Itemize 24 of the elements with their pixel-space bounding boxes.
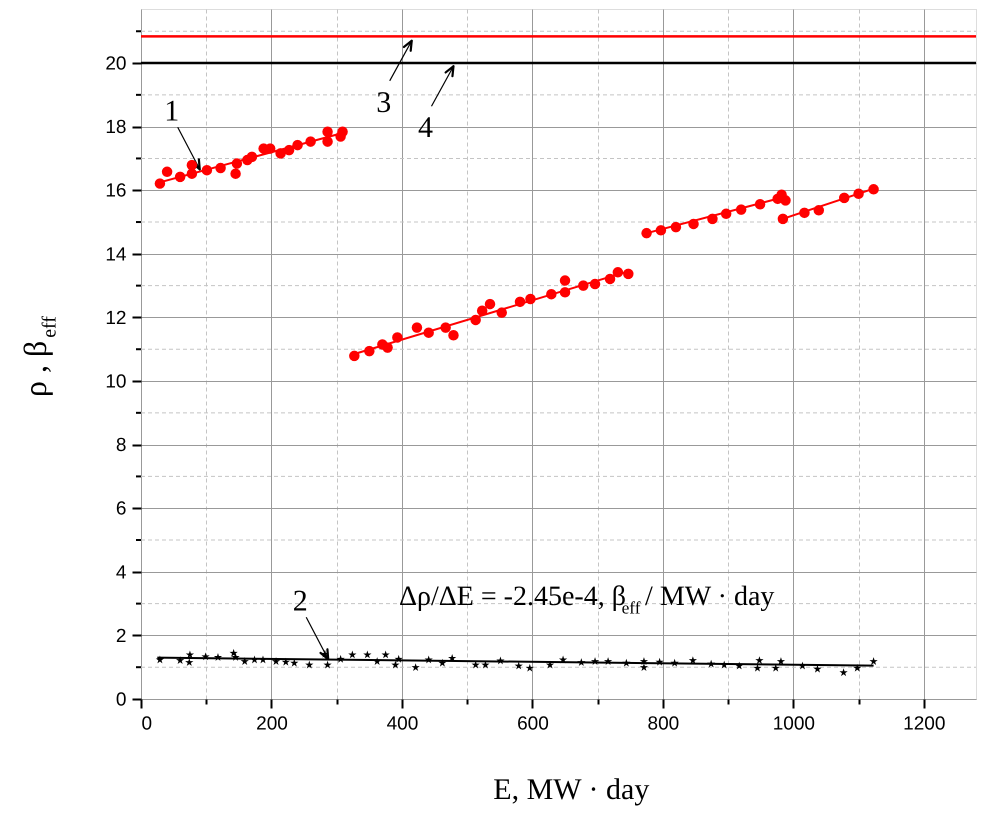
x-tick-label: 200: [256, 714, 288, 734]
y-tick-label: 14: [105, 244, 127, 266]
annotation: 4: [418, 111, 433, 144]
y-tick-label: 0: [116, 690, 126, 710]
y-tick-label: 18: [105, 117, 126, 138]
y-tick-label: 4: [116, 562, 127, 584]
y-tick-label: 12: [105, 308, 126, 329]
x-tick-label: 400: [386, 714, 418, 734]
y-tick-label: 10: [105, 372, 126, 393]
x-tick-label: 600: [517, 714, 549, 734]
y-tick-label: 2: [116, 626, 126, 647]
x-tick-label: 800: [648, 714, 680, 734]
x-tick-label: 1200: [903, 714, 946, 734]
x-axis-title: E, MW · day: [493, 773, 650, 806]
y-axis-title: ρ , βeff: [17, 316, 61, 397]
annotation: 1: [164, 94, 180, 128]
annotation: 2: [292, 584, 308, 618]
y-tick-label: 6: [116, 498, 126, 520]
x-tick-label: 1000: [772, 714, 815, 734]
y-tick-label: 20: [105, 54, 126, 75]
y-tick-label: 16: [105, 180, 126, 202]
y-tick-label: 8: [116, 435, 126, 456]
x-tick-label: 0: [142, 714, 152, 734]
annotation: 3: [376, 86, 392, 119]
